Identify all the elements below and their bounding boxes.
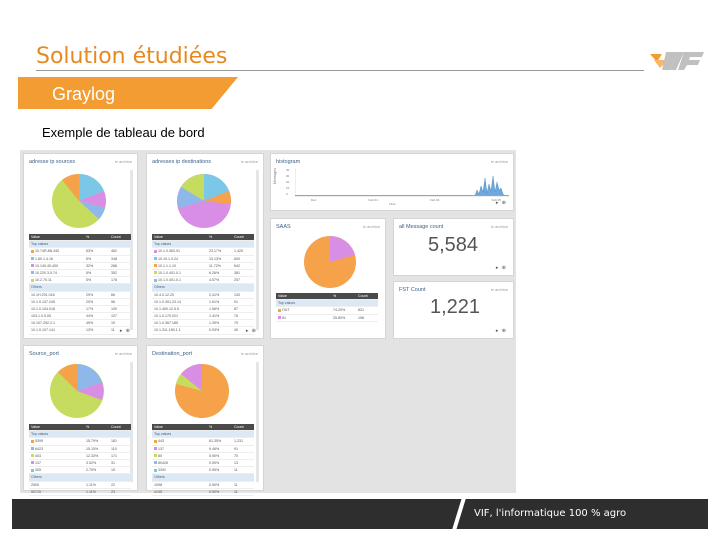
table-row[interactable]: IN 25.80% 196 [276, 315, 378, 322]
table-row[interactable]: 10.1.0.401.0.1 6.26% 381 [152, 270, 254, 278]
table-row[interactable]: 1098 0.50% 11 [152, 482, 254, 489]
widget-title: FST Count [399, 287, 426, 293]
widget-title: adresse ip sources [29, 159, 76, 165]
table-row[interactable]: 403 12.33% 171 [29, 453, 131, 460]
table-row[interactable]: 10.2.70.11 5% 178 [29, 277, 131, 285]
table-row[interactable]: 10.1.1.1.10 11.72% 642 [152, 263, 254, 270]
table-row[interactable]: 1.80.1.4.16 5% 348 [29, 256, 131, 263]
widget-title: SAAS [276, 224, 291, 230]
table-row[interactable]: 10.1.0.367.185 1.39% 75 [152, 320, 254, 328]
table-row[interactable]: 10.1H.291.018 29% 66 [29, 292, 131, 299]
section-banner-label: Graylog [52, 84, 116, 104]
table-row[interactable]: 103.1.0.5.05 44% 107 [29, 313, 131, 321]
table-row[interactable]: 305 2.75% 15 [29, 467, 131, 475]
widget-controls[interactable]: ▸ ⊕ [495, 265, 507, 271]
title-divider [36, 70, 644, 71]
table-row[interactable]: 10.1.400.12.5.5 1.56% 87 [152, 306, 254, 314]
histogram-xticks: Dec Feb 01 Feb 04 Feb 05 [311, 198, 501, 202]
table-row[interactable]: 10.1.0.170.021 1.41% 76 [152, 313, 254, 321]
table-row[interactable]: 10.1.0.363.91 23.17% 1,420 [152, 248, 254, 256]
widget-title: histogram [276, 159, 301, 165]
pie-chart [177, 174, 232, 228]
widget-title: Source_port [29, 351, 59, 357]
widget-action[interactable]: in archive [490, 159, 508, 164]
table-row[interactable]: OUT 74.20% 831 [276, 307, 378, 315]
table-row[interactable]: 10.1.0.137.245 20% 56 [29, 299, 131, 306]
table-row[interactable]: 4145 0.50% 11 [152, 489, 254, 496]
pie-chart [52, 173, 106, 228]
slide-subtitle: Exemple de tableau de bord [42, 125, 205, 140]
table-row[interactable]: 10.1.0.401.0.1 4.57% 257 [152, 277, 254, 285]
table-row[interactable]: 2505 1.11% 22 [29, 482, 131, 489]
count-value: 5,584 [428, 234, 479, 256]
values-table: Value% Count Top values 10.74R.8N.340 63% 4… [29, 234, 131, 335]
values-table: Value% Count Top values 5399 15.79% 181 642… [29, 424, 131, 496]
table-row[interactable]: 10.1.0.107.141 13% 11 [29, 327, 131, 335]
table-row[interactable]: 10.1.0.104.018 17% 100 [29, 306, 131, 314]
values-table: Value% Count Top values OUT 74.20% 831 IN 25… [276, 293, 378, 322]
table-row[interactable]: 3392 0.55% 11 [152, 467, 254, 475]
widget-action[interactable]: in archive [490, 287, 508, 292]
widget-scrollbar[interactable] [130, 362, 133, 482]
widget-title: Destination_port [152, 351, 193, 357]
table-row[interactable]: 137 3.52% 31 [29, 460, 131, 468]
widget-dst-ips: adresses ip destinations in archive Valu… [146, 153, 264, 339]
table-row[interactable]: 5399 15.79% 181 [29, 438, 131, 446]
section-banner [18, 77, 238, 109]
table-row[interactable]: 80 5.90% 70 [152, 453, 254, 460]
widget-source-port: Source_port in archive Value% Count Top v… [23, 345, 138, 496]
table-row[interactable]: 443 61.35% 1,231 [152, 438, 254, 446]
values-table: Value% Count Top values 10.1.0.363.91 23.1… [152, 234, 254, 335]
histogram-chart[interactable] [295, 168, 509, 198]
widget-histogram: histogram in archive Messages 40 30 20 1… [270, 153, 514, 211]
widget-saas: SAAS in archive Value% Count Top values O… [270, 218, 386, 339]
widget-action[interactable]: in archive [362, 224, 380, 229]
widget-scrollbar[interactable] [256, 362, 259, 482]
widget-controls[interactable]: ▸ ⊕ [495, 200, 507, 206]
widget-action[interactable]: in archive [240, 351, 258, 356]
widget-scrollbar[interactable] [130, 170, 133, 330]
table-row[interactable]: 10.107.252.2.1 49% 19 [29, 320, 131, 328]
widget-action[interactable]: in archive [114, 351, 132, 356]
widget-action[interactable]: in archive [490, 224, 508, 229]
histogram-xlabel: Time [389, 202, 396, 206]
count-value: 1,221 [430, 296, 481, 318]
histogram-yticks: 40 30 20 10 0 [286, 168, 290, 196]
pie-chart [175, 364, 229, 418]
pie-chart [50, 364, 104, 418]
table-row[interactable]: 10.1.0.301.23.14 1.61% 91 [152, 299, 254, 306]
footer-text: VIF, l'informatique 100 % agro [474, 508, 627, 519]
widget-title: adresses ip destinations [152, 159, 212, 165]
table-row[interactable]: 10.10.1.3.24 13.13% 600 [152, 256, 254, 263]
table-row[interactable]: 10.4.0.12.20 2.41% 130 [152, 292, 254, 299]
table-row[interactable]: 50715 1.11% 23 [29, 489, 131, 496]
table-row[interactable]: 80426 0.59% 13 [152, 460, 254, 468]
vif-logo [650, 52, 704, 70]
values-table: Value% Count Top values 443 61.35% 1,231 13… [152, 424, 254, 496]
widget-action[interactable]: in archive [240, 159, 258, 164]
widget-all-message-count: all Message count in archive 5,584 ▸ ⊕ [393, 218, 514, 276]
slide-footer [12, 499, 708, 529]
widget-fst-count: FST Count in archive 1,221 ▸ ⊕ [393, 281, 514, 339]
histogram-ylabel: Messages [273, 168, 277, 184]
widget-controls[interactable]: ▸ ⊕ [245, 328, 257, 334]
widget-action[interactable]: in archive [114, 159, 132, 164]
slide-title: Solution étudiées [36, 44, 228, 69]
table-row[interactable]: 6423 15.15% 110 [29, 446, 131, 453]
table-row[interactable]: 10.74R.8N.340 63% 462 [29, 248, 131, 256]
widget-scrollbar[interactable] [256, 170, 259, 330]
graylog-dashboard: adresse ip sources in archive Value% Coun… [20, 150, 516, 496]
table-row[interactable]: 10.1.311.180.1.1 0.93% 40 [152, 327, 254, 335]
table-row[interactable]: 10.140.40.400 32% 286 [29, 263, 131, 270]
widget-destination-port: Destination_port in archive Value% Count … [146, 345, 264, 496]
widget-src-ips: adresse ip sources in archive Value% Coun… [23, 153, 138, 339]
table-row[interactable]: 10.220.3.5.74 5% 352 [29, 270, 131, 278]
pie-chart [304, 236, 356, 288]
widget-controls[interactable]: ▸ ⊕ [495, 328, 507, 334]
widget-title: all Message count [399, 224, 444, 230]
table-row[interactable]: 137 9.46% 91 [152, 446, 254, 453]
widget-controls[interactable]: ▸ ⊕ [119, 328, 131, 334]
